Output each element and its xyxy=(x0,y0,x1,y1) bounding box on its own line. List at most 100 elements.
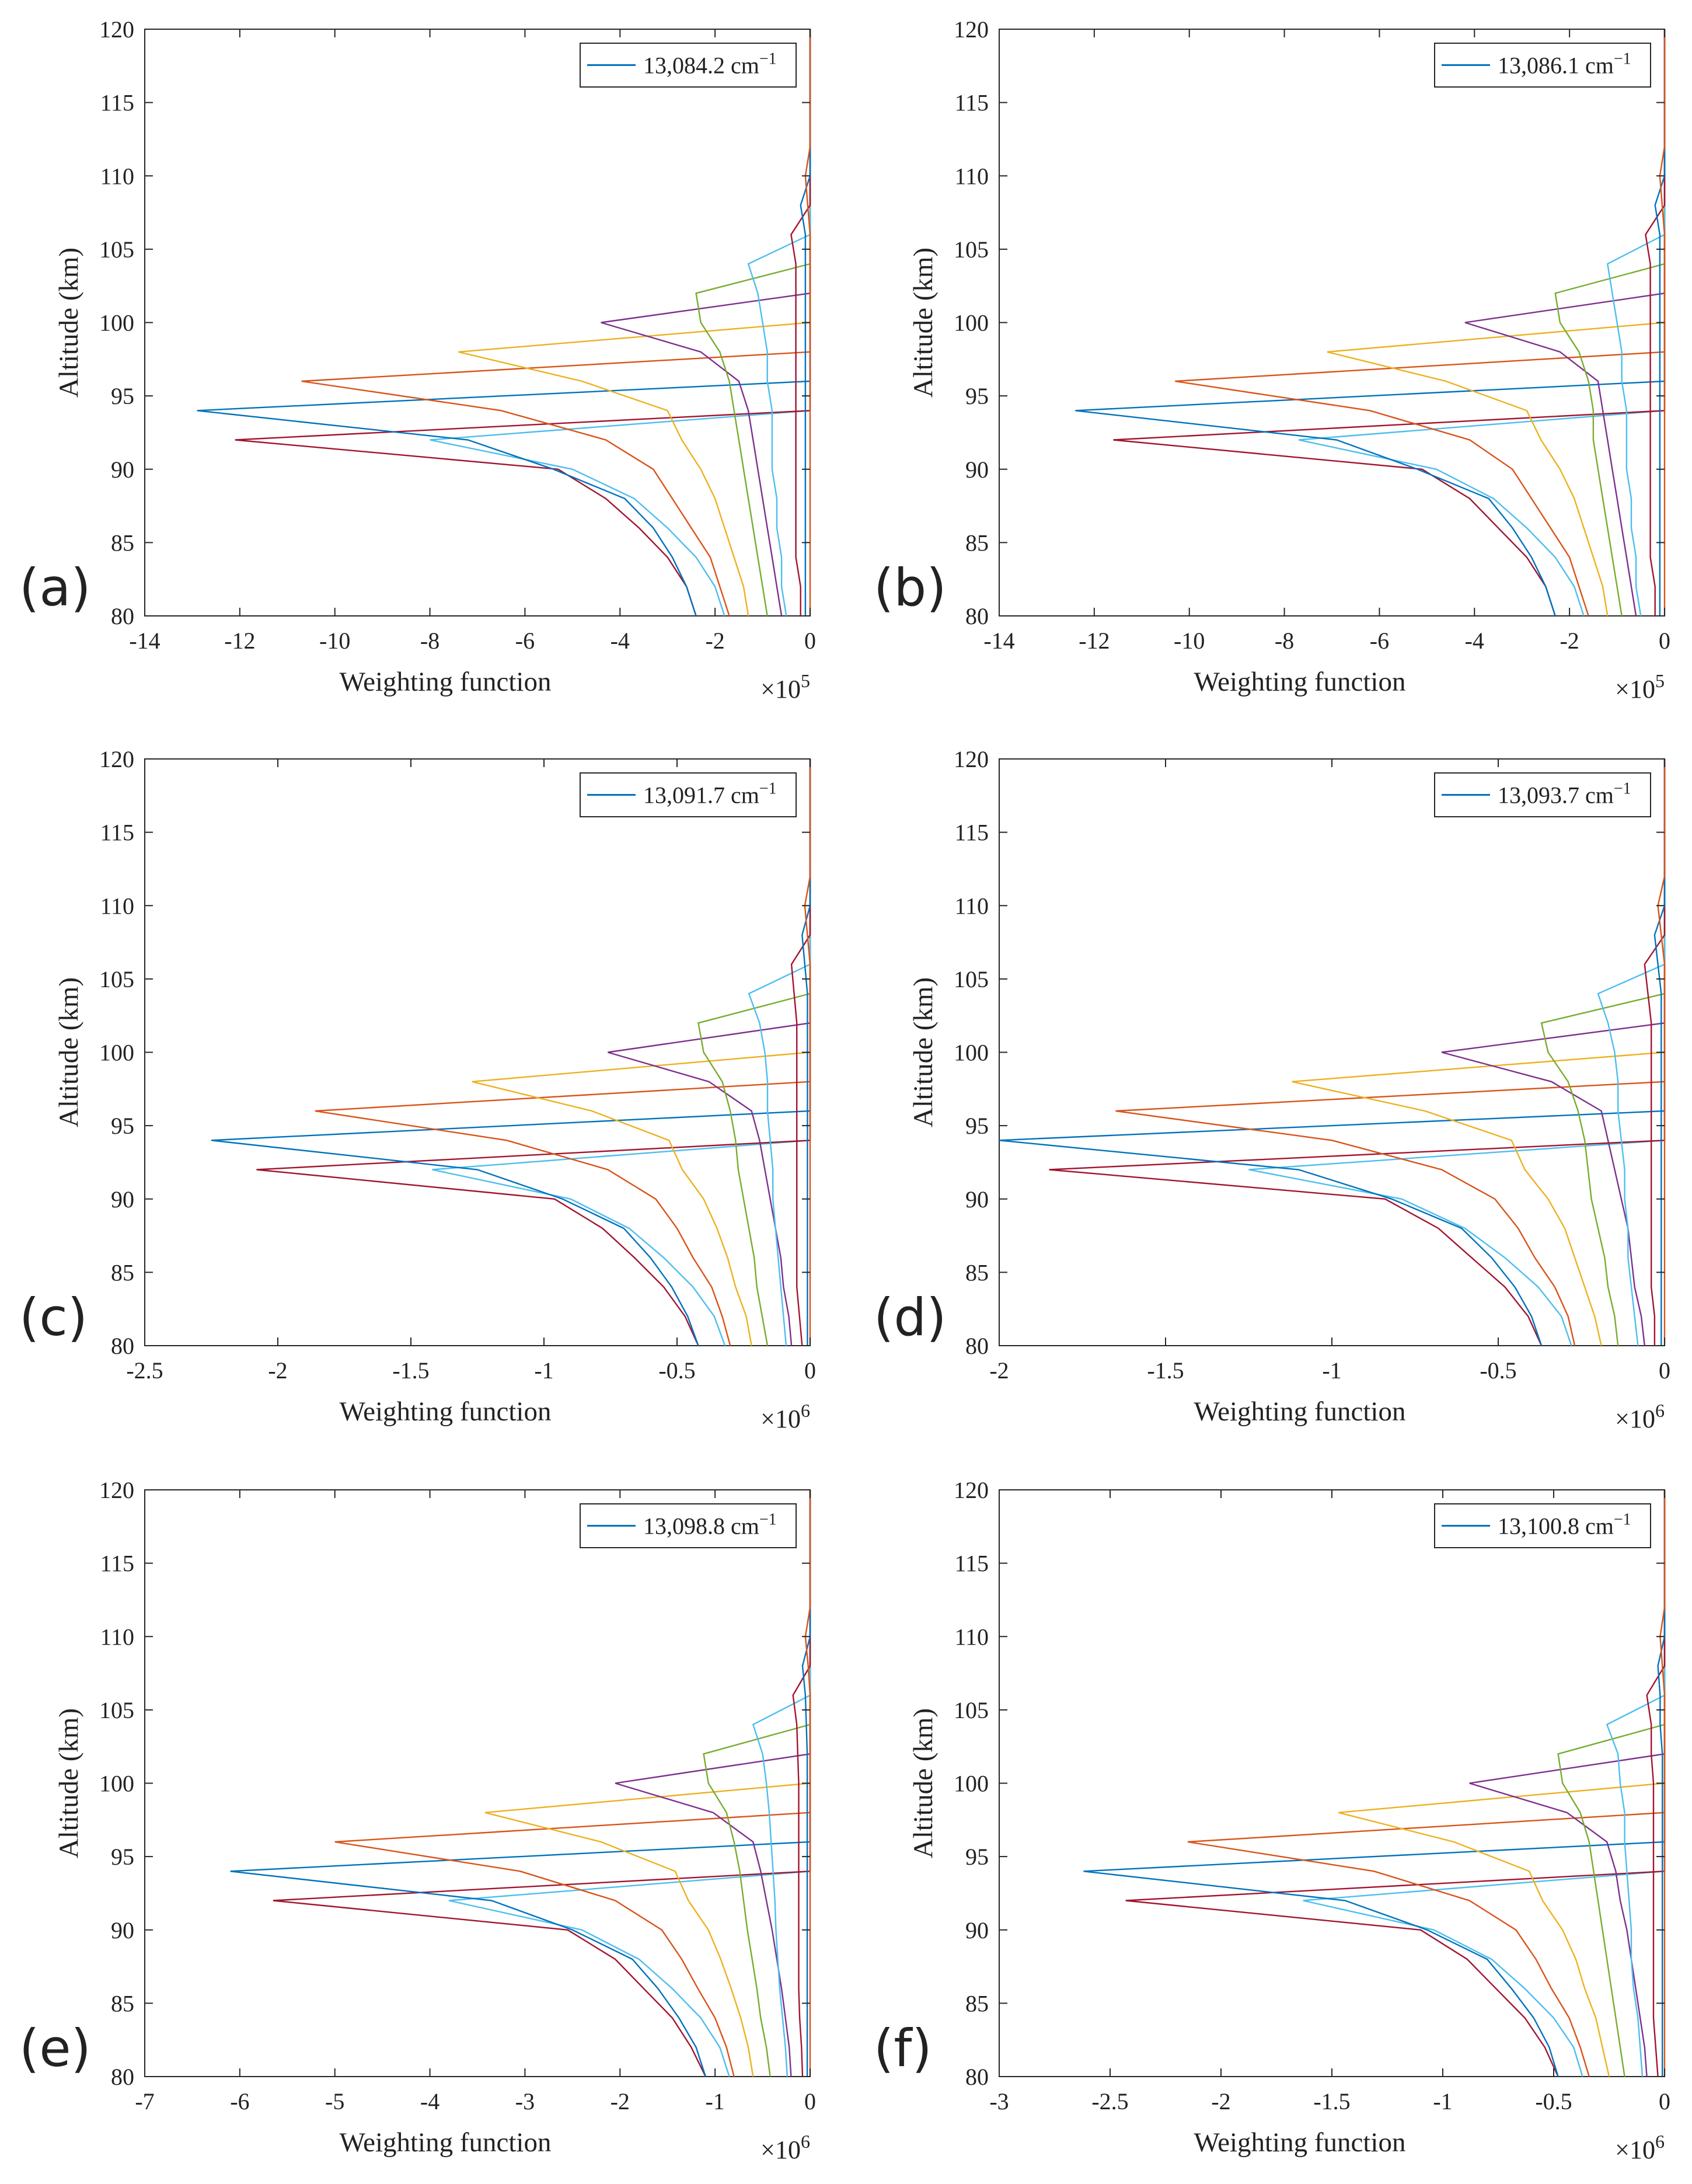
y-tick-label: 110 xyxy=(100,893,134,919)
legend-label: 13,093.7 cm−1 xyxy=(1498,780,1631,809)
y-tick-label: 80 xyxy=(111,603,134,629)
y-tick-label: 110 xyxy=(100,163,134,189)
x-axis-label: Weighting function xyxy=(339,2127,551,2158)
x-tick-label: -6 xyxy=(515,628,535,654)
x-tick-label: -6 xyxy=(230,2088,249,2115)
x-axis-label: Weighting function xyxy=(1194,667,1405,697)
legend-label-superscript: −1 xyxy=(1614,780,1631,798)
x-axis-exponent-base: ×10 xyxy=(760,675,801,703)
x-tick-label: 0 xyxy=(1659,628,1670,654)
x-tick-label: 0 xyxy=(804,1357,816,1384)
y-tick-label: 115 xyxy=(100,1551,134,1577)
y-tick-label: 110 xyxy=(954,893,989,919)
x-tick-label: -4 xyxy=(420,2088,439,2115)
x-tick-label: -2 xyxy=(989,1357,1009,1384)
y-tick-label: 120 xyxy=(99,1477,134,1503)
y-tick-label: 105 xyxy=(99,236,134,263)
y-axis-label: Altitude (km) xyxy=(54,977,84,1127)
y-tick-label: 90 xyxy=(965,1186,989,1213)
y-tick-label: 90 xyxy=(965,457,989,483)
legend-label-superscript: −1 xyxy=(759,50,777,68)
y-tick-label: 115 xyxy=(954,1551,989,1577)
y-tick-label: 105 xyxy=(954,966,989,992)
x-axis-exponent-power: 6 xyxy=(1655,2131,1665,2152)
legend-label: 13,100.8 cm−1 xyxy=(1498,1511,1631,1539)
y-axis-label: Altitude (km) xyxy=(54,248,84,398)
chart-panel-f: -3 -2.5 -2 -1.5 -1 -0.5 0 80 85 90 95 100 105 110 115 1… xyxy=(874,1477,1670,2164)
x-tick-label: -12 xyxy=(1079,628,1110,654)
legend-label-text: 13,086.1 cm xyxy=(1498,53,1614,79)
x-tick-label: -1.5 xyxy=(1313,2088,1350,2115)
x-tick-label: -0.5 xyxy=(658,1357,695,1384)
x-tick-label: -2 xyxy=(705,628,724,654)
x-axis-exponent-power: 5 xyxy=(801,670,810,691)
x-tick-label: -3 xyxy=(989,2088,1009,2115)
y-axis-label: Altitude (km) xyxy=(908,977,939,1127)
y-tick-label: 90 xyxy=(111,457,134,483)
y-tick-label: 85 xyxy=(965,1990,989,2016)
y-tick-label: 85 xyxy=(965,530,989,556)
y-tick-label: 110 xyxy=(100,1624,134,1650)
x-tick-label: -1 xyxy=(1433,2088,1452,2115)
y-tick-label: 115 xyxy=(100,820,134,846)
y-tick-label: 95 xyxy=(965,383,989,409)
y-tick-label: 100 xyxy=(99,310,134,336)
x-tick-label: -4 xyxy=(610,628,630,654)
x-tick-label: -6 xyxy=(1370,628,1389,654)
x-axis-exponent: ×105 xyxy=(760,670,810,703)
plot-frame xyxy=(144,29,811,616)
x-tick-label: -2 xyxy=(610,2088,630,2115)
x-tick-label: -2 xyxy=(1211,2088,1230,2115)
chart-panel-b: -14 -12 -10 -8 -6 -4 -2 0 80 85 90 95 100 105 110 115 12… xyxy=(874,16,1670,703)
x-axis-exponent-base: ×10 xyxy=(760,2136,801,2164)
x-tick-label: -2 xyxy=(268,1357,287,1384)
x-axis-exponent-base: ×10 xyxy=(1615,2136,1655,2164)
y-axis-label: Altitude (km) xyxy=(908,248,939,398)
x-axis-exponent-base: ×10 xyxy=(760,1405,801,1433)
y-tick-label: 105 xyxy=(99,1697,134,1723)
y-tick-label: 95 xyxy=(111,383,134,409)
x-tick-label: 0 xyxy=(1659,1357,1670,1384)
y-tick-label: 105 xyxy=(954,236,989,263)
x-tick-label: -8 xyxy=(1275,628,1294,654)
panel-label: (d) xyxy=(874,1287,947,1347)
x-tick-label: -8 xyxy=(420,628,439,654)
y-axis-label: Altitude (km) xyxy=(54,1708,84,1858)
x-tick-label: -12 xyxy=(224,628,255,654)
legend-label-text: 13,098.8 cm xyxy=(643,1513,759,1539)
y-tick-label: 120 xyxy=(99,746,134,772)
legend-label-text: 13,100.8 cm xyxy=(1498,1513,1614,1539)
x-axis-label: Weighting function xyxy=(339,1396,551,1427)
x-tick-label: -14 xyxy=(983,628,1014,654)
y-tick-label: 115 xyxy=(954,820,989,846)
x-tick-label: -0.5 xyxy=(1535,2088,1572,2115)
x-tick-label: -2 xyxy=(1560,628,1579,654)
y-tick-label: 90 xyxy=(965,1917,989,1943)
y-tick-label: 110 xyxy=(954,1624,989,1650)
y-tick-label: 115 xyxy=(954,90,989,116)
y-tick-label: 80 xyxy=(111,1333,134,1359)
y-tick-label: 80 xyxy=(965,2064,989,2090)
y-tick-label: 80 xyxy=(965,1333,989,1359)
y-tick-label: 115 xyxy=(100,90,134,116)
y-axis-label: Altitude (km) xyxy=(908,1708,939,1858)
chart-panel-e: -7 -6 -5 -4 -3 -2 -1 0 80 85 90 95 100 105 110 115 120 We… xyxy=(19,1477,816,2164)
x-axis-exponent-base: ×10 xyxy=(1615,675,1655,703)
chart-panel-a: -14 -12 -10 -8 -6 -4 -2 0 80 85 90 95 100 105 110 115 12… xyxy=(19,16,816,703)
legend-label: 13,084.2 cm−1 xyxy=(643,50,777,79)
y-tick-label: 95 xyxy=(965,1113,989,1139)
x-tick-label: -5 xyxy=(325,2088,344,2115)
x-axis-label: Weighting function xyxy=(1194,1396,1405,1427)
y-tick-label: 100 xyxy=(954,310,989,336)
x-tick-label: -1.5 xyxy=(1147,1357,1184,1384)
y-tick-label: 95 xyxy=(111,1844,134,1870)
x-axis-exponent: ×106 xyxy=(760,1400,810,1433)
y-tick-label: 100 xyxy=(99,1040,134,1066)
x-axis-exponent: ×105 xyxy=(1615,670,1665,703)
x-axis-exponent-power: 6 xyxy=(1655,1400,1665,1421)
legend-label-superscript: −1 xyxy=(759,780,777,798)
y-tick-label: 90 xyxy=(111,1186,134,1213)
legend-label: 13,086.1 cm−1 xyxy=(1498,50,1631,79)
x-tick-label: -7 xyxy=(135,2088,154,2115)
